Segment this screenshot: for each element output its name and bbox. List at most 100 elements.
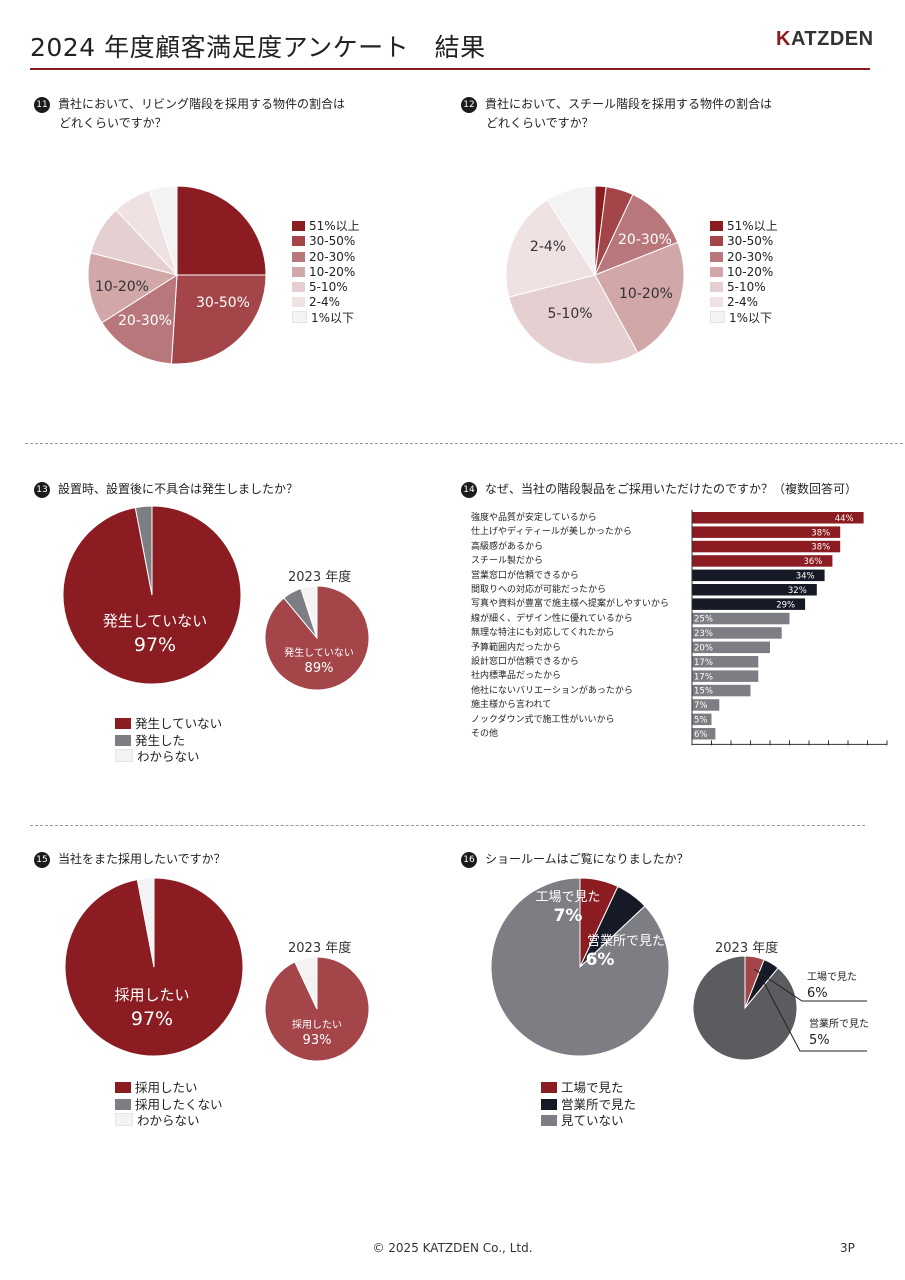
legend-label: 工場で見た [561, 1080, 624, 1095]
legend-item: 採用したくない [115, 1097, 223, 1114]
legend-item: 工場で見た [541, 1080, 636, 1097]
legend-swatch [115, 1082, 131, 1093]
legend-item: 営業所で見た [541, 1097, 636, 1114]
legend-swatch [710, 310, 725, 323]
legend-label: 10-20% [727, 264, 774, 279]
pie-slice [594, 241, 685, 354]
legend-item: 1%以下 [292, 310, 360, 326]
bar-category-label: スチール製だから [471, 556, 544, 567]
question-number: 15 [34, 851, 50, 868]
legend-swatch [292, 221, 305, 231]
pie-label: 2-4% [530, 239, 566, 255]
bar-value-label: 25% [694, 615, 713, 625]
legend-swatch [292, 310, 307, 323]
legend-swatch [292, 282, 305, 293]
bar-value-label: 38% [811, 543, 830, 553]
legend-label: 5-10% [309, 280, 348, 295]
bar-value-label: 29% [776, 600, 795, 610]
bar-category-label: ノックダウン式で施工性がいいから [471, 714, 615, 725]
bar [692, 670, 759, 682]
page-number: 3P [840, 1241, 855, 1255]
bar [692, 627, 782, 639]
pie-slice [505, 199, 596, 298]
pie-label: 20-30% [118, 313, 172, 329]
question-text: 当社をまた採用したいですか？ [58, 852, 226, 866]
pie-slice [148, 185, 178, 276]
bar-category-label: 仕上げやディティールが美しかったから [471, 527, 632, 538]
legend-label: 見ていない [561, 1113, 624, 1128]
pie-chart-q12: 20-30% 10-20% 5-10% 2-4% [505, 185, 685, 365]
bar [692, 584, 817, 596]
legend-item: 見ていない [541, 1113, 636, 1130]
legend-swatch [541, 1115, 557, 1126]
legend-label: 5-10% [727, 280, 766, 295]
bar [692, 699, 720, 711]
bar-value-label: 17% [694, 672, 713, 682]
year-label-2023: 2023 年度 [288, 570, 352, 585]
legend-item: 発生した [115, 733, 222, 750]
legend-label: 営業所で見た [561, 1096, 637, 1112]
pie-chart-q15: 採用したい 97% [64, 877, 244, 1057]
legend-item: 2-4% [292, 295, 360, 310]
annotation-label: 工場で見た [807, 970, 857, 983]
bar-category-label: 写真や資料が豊富で施主様へ提案がしやすいから [471, 599, 669, 610]
question-14: 14 なぜ、当社の階段製品をご採用いただけたのですか？（複数回答可） [461, 480, 857, 499]
pie-slice [134, 505, 153, 596]
title-rule [30, 68, 870, 70]
legend-label: 2-4% [727, 295, 759, 310]
bar-category-label: 他社にないバリエーションがあったから [471, 685, 633, 696]
bar-value-label: 20% [694, 644, 713, 654]
annotation-label: 営業所で見た [809, 1017, 869, 1030]
pie-value: 97% [131, 1008, 173, 1030]
annotation-value: 6% [807, 986, 828, 1001]
legend-swatch [115, 718, 131, 729]
bar-value-label: 7% [694, 701, 708, 711]
bar-category-label: 設計窓口が信頼できるから [471, 657, 579, 668]
legend-item: 10-20% [710, 265, 778, 280]
legend-label: 採用したい [135, 1080, 198, 1095]
bar-value-label: 34% [796, 572, 815, 582]
bar [692, 526, 841, 538]
bar [692, 512, 864, 524]
legend-label: 20-30% [727, 249, 774, 264]
question-text: なぜ、当社の階段製品をご採用いただけたのですか？（複数回答可） [485, 482, 858, 496]
pie-label: 採用したい [114, 986, 189, 1004]
pie-slice [490, 877, 670, 1057]
pie-label: 採用したい [292, 1018, 342, 1031]
bar-category-label: 予算範囲内だったから [471, 642, 562, 653]
pie-slice [176, 185, 267, 276]
legend-item: 20-30% [292, 250, 360, 265]
bar-category-label: 施主様から言われて [471, 700, 552, 711]
legend-q12: 51%以上 30-50% 20-30% 10-20% 5-10% 2-4% 1%以下 [710, 219, 778, 326]
pie-label: 30-50% [196, 295, 250, 311]
bar-value-label: 38% [811, 528, 830, 538]
legend-swatch [710, 221, 723, 231]
leader-line [759, 974, 867, 1052]
legend-q16: 工場で見た 営業所で見た 見ていない [541, 1080, 636, 1130]
bar-category-label: 線が細く、デザイン性に優れているから [471, 613, 633, 624]
bar-value-label: 23% [694, 629, 713, 639]
bar-value-label: 32% [788, 586, 807, 596]
legend-swatch [115, 734, 131, 746]
annotation-value: 5% [809, 1033, 830, 1048]
legend-label: 20-30% [309, 249, 356, 264]
pie-slice [136, 877, 155, 968]
pie-value: 6% [586, 950, 615, 970]
legend-swatch [292, 297, 305, 308]
legend-swatch [541, 1082, 557, 1093]
pie-chart-q11: 51%以上 30-50% 20-30% 10-20% [87, 185, 275, 365]
pie-chart-q16-2023: 工場で見た 6% 営業所で見た 5% [692, 955, 869, 1061]
legend-item: 1%以下 [710, 310, 778, 326]
bar-category-label: 無理な特注にも対応してくれたから [471, 628, 615, 639]
katzden-logo: KATZDEN [776, 28, 874, 50]
bar-value-label: 44% [835, 514, 854, 524]
pie-label: 10-20% [95, 279, 149, 295]
question-number: 13 [34, 481, 50, 498]
legend-item: 5-10% [292, 280, 360, 295]
bar-category-label: 社内標準品だったから [471, 671, 562, 682]
legend-item: 発生していない [115, 716, 222, 733]
bar-category-label: 強度や品質が安定しているから [471, 513, 597, 523]
pie-slice [508, 274, 639, 365]
bar-value-label: 17% [694, 658, 713, 668]
